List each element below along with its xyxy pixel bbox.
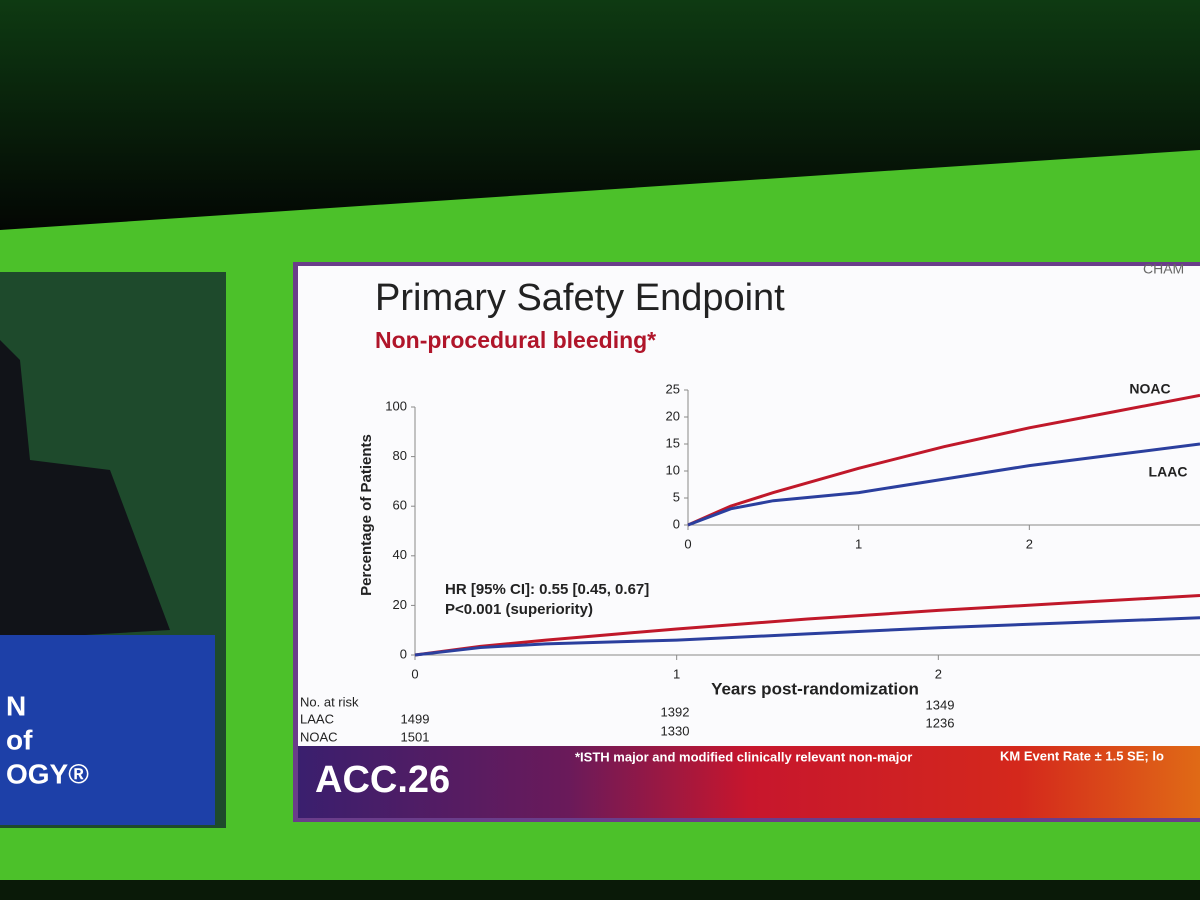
presenter-text: N — [6, 690, 26, 721]
annotation: HR [95% CI]: 0.55 [0.45, 0.67] — [445, 581, 649, 598]
x-tick-label: 2 — [1026, 536, 1033, 551]
risk-label: NOAC — [300, 729, 338, 744]
corner-text: CHAM — [1143, 261, 1184, 277]
presenter-banner — [0, 635, 215, 825]
y-tick-label: 80 — [393, 448, 407, 463]
presenter-text: OGY® — [6, 758, 89, 789]
x-tick-label: 1 — [855, 536, 862, 551]
slide-title: Primary Safety Endpoint — [375, 277, 785, 319]
y-tick-label: 20 — [393, 597, 407, 612]
risk-count: 1499 — [401, 711, 430, 726]
risk-label: LAAC — [300, 711, 334, 726]
risk-count: 1392 — [661, 704, 690, 719]
y-tick-label: 20 — [666, 408, 680, 423]
y-tick-label: 10 — [666, 462, 680, 477]
annotation: P<0.001 (superiority) — [445, 601, 593, 618]
x-tick-label: 0 — [411, 666, 418, 681]
x-tick-label: 2 — [935, 666, 942, 681]
y-tick-label: 25 — [666, 381, 680, 396]
x-tick-label: 1 — [673, 666, 680, 681]
legend-label: LAAC — [1149, 464, 1188, 480]
y-tick-label: 5 — [673, 489, 680, 504]
risk-count: 1236 — [926, 715, 955, 730]
line-series — [687, 442, 1200, 527]
risk-heading: No. at risk — [300, 694, 359, 709]
footnote: KM Event Rate ± 1.5 SE; lo — [1000, 748, 1164, 763]
presenter-text: of — [6, 724, 33, 755]
presenter — [0, 340, 170, 640]
y-tick-label: 40 — [393, 547, 407, 562]
risk-count: 1349 — [926, 697, 955, 712]
slide-subtitle: Non-procedural bleeding* — [375, 327, 656, 353]
x-axis-label: Years post-randomization — [711, 679, 919, 698]
y-tick-label: 0 — [400, 646, 407, 661]
y-tick-label: 100 — [385, 398, 407, 413]
risk-count: 1501 — [401, 729, 430, 744]
line-series — [414, 593, 1200, 657]
y-tick-label: 60 — [393, 498, 407, 513]
footnote: *ISTH major and modified clinically rele… — [575, 749, 912, 764]
line-series — [414, 616, 1200, 657]
x-tick-label: 0 — [684, 536, 691, 551]
y-tick-label: 0 — [673, 516, 680, 531]
legend-label: NOAC — [1129, 381, 1170, 397]
y-tick-label: 15 — [666, 435, 680, 450]
stage-floor — [0, 880, 1200, 900]
banner-logo: ACC.26 — [315, 759, 450, 801]
slide-banner — [298, 746, 1200, 818]
y-axis-label: Percentage of Patients — [358, 434, 375, 596]
line-series — [687, 393, 1200, 527]
risk-count: 1330 — [661, 723, 690, 738]
